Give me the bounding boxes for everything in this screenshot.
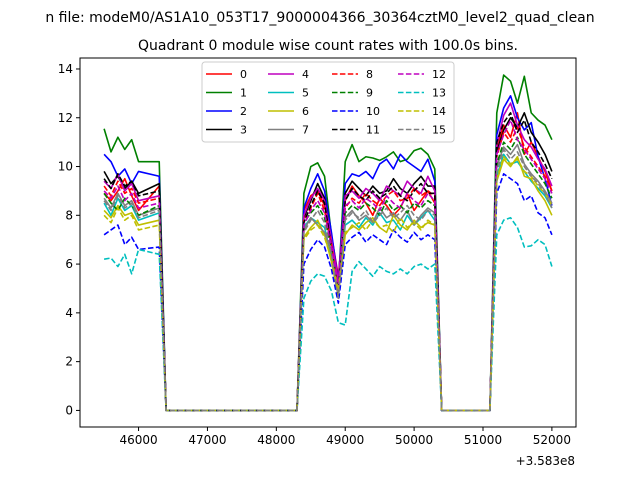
x-axis-offset-label: +3.583e8 [516,454,575,468]
x-tick-label: 52000 [533,433,571,447]
y-tick-label: 10 [58,160,73,174]
x-tick-label: 49000 [326,433,364,447]
file-header-text: n file: modeM0/AS1A10_053T17_9000004366_… [45,10,594,26]
legend-label-13: 13 [432,87,446,100]
legend-label-15: 15 [432,124,446,137]
legend-label-5: 5 [302,87,309,100]
legend-label-7: 7 [302,124,309,137]
plot-lines-group [103,74,553,412]
legend-label-3: 3 [240,124,247,137]
series-line-2 [103,95,553,412]
y-tick-label: 4 [65,306,73,320]
legend-label-4: 4 [302,68,309,81]
series-line-0 [103,112,553,412]
legend-label-0: 0 [240,68,247,81]
legend-label-8: 8 [366,68,373,81]
chart-title: Quadrant 0 module wise count rates with … [138,38,518,54]
y-axis: 0 2 4 6 8 10 12 14 [58,62,80,417]
plot-frame [79,57,577,428]
legend-label-10: 10 [366,105,380,118]
legend-label-11: 11 [366,124,380,137]
legend-box [201,61,455,143]
series-line-7 [103,143,553,412]
y-tick-label: 0 [65,403,73,417]
y-tick-label: 8 [65,208,73,222]
series-line-3 [103,112,553,412]
x-tick-label: 51000 [464,433,502,447]
legend-label-9: 9 [366,87,373,100]
series-line-11 [103,112,553,412]
y-tick-label: 2 [65,355,73,369]
legend-label-6: 6 [302,105,309,118]
legend-label-1: 1 [240,87,247,100]
y-tick-label: 12 [58,111,73,125]
series-line-12 [103,119,553,412]
x-tick-label: 47000 [188,433,226,447]
series-line-15 [103,148,553,412]
series-line-9 [103,136,553,412]
x-tick-label: 50000 [395,433,433,447]
legend-label-12: 12 [432,68,446,81]
x-tick-label: 48000 [257,433,295,447]
legend-label-14: 14 [432,105,446,118]
series-line-8 [103,126,553,412]
x-axis: 46000 47000 48000 49000 50000 51000 52000 [119,427,571,447]
y-tick-label: 14 [58,62,73,76]
x-tick-label: 46000 [119,433,157,447]
y-tick-label: 6 [65,257,73,271]
legend-label-2: 2 [240,105,247,118]
